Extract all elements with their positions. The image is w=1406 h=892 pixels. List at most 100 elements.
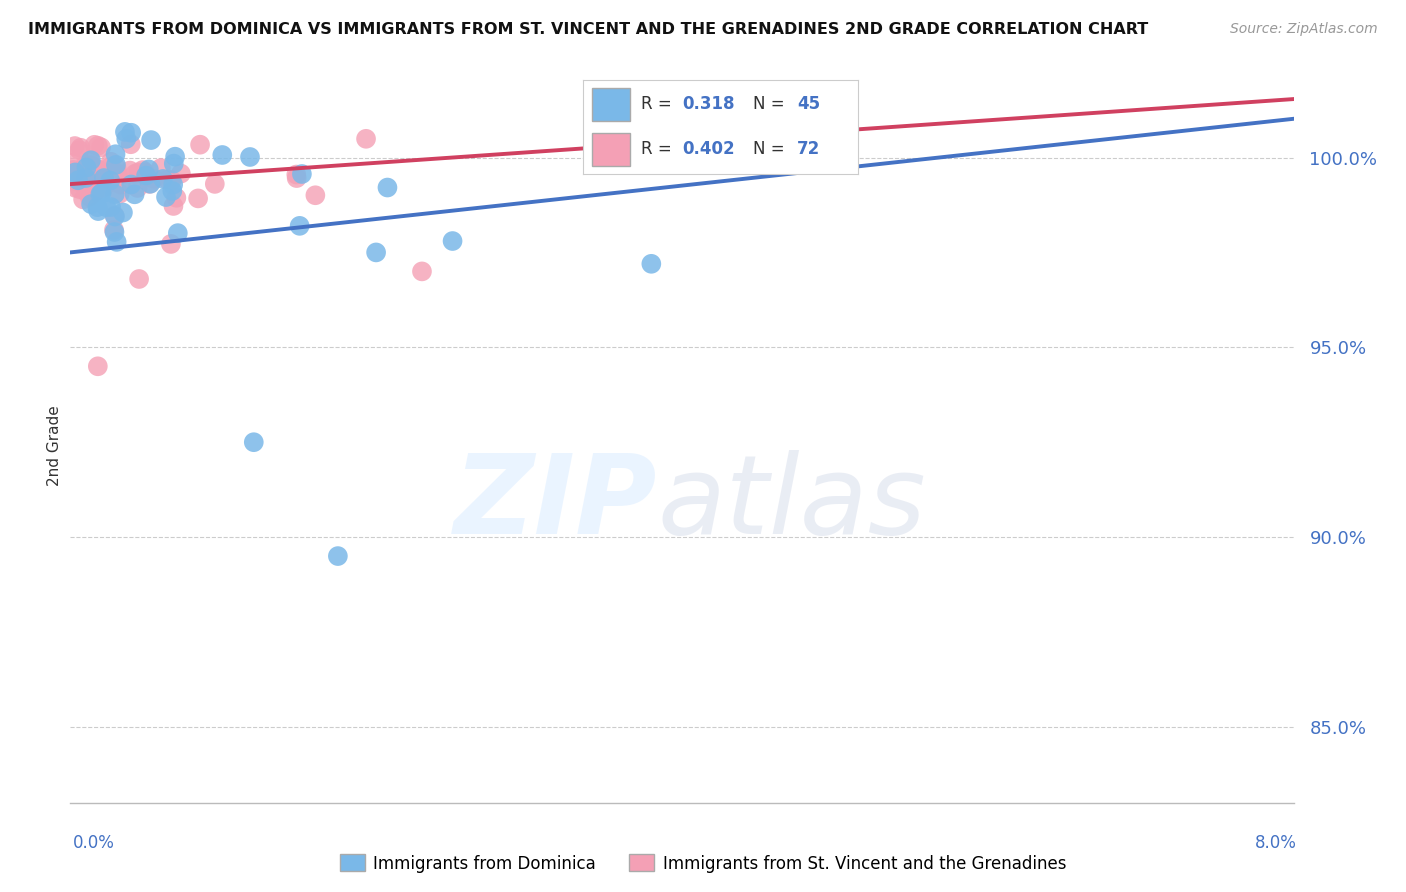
- Point: [80, 197, 103, 211]
- Point: [104, 187, 127, 202]
- Point: [304, 188, 326, 202]
- Point: [104, 210, 127, 224]
- Text: N =: N =: [754, 140, 790, 158]
- Point: [62, 155, 84, 169]
- Point: [103, 225, 125, 239]
- Y-axis label: 2nd Grade: 2nd Grade: [46, 406, 62, 486]
- Point: [93, 171, 115, 186]
- Point: [377, 180, 399, 194]
- Point: [354, 132, 377, 146]
- Point: [79, 174, 101, 188]
- Point: [75, 158, 97, 172]
- Text: 0.402: 0.402: [682, 140, 735, 158]
- Text: IMMIGRANTS FROM DOMINICA VS IMMIGRANTS FROM ST. VINCENT AND THE GRENADINES 2ND G: IMMIGRANTS FROM DOMINICA VS IMMIGRANTS F…: [28, 22, 1149, 37]
- Point: [134, 165, 156, 179]
- Point: [149, 161, 172, 175]
- Text: 72: 72: [797, 140, 821, 158]
- Point: [105, 235, 128, 249]
- Point: [72, 193, 94, 207]
- Point: [69, 175, 91, 189]
- Point: [108, 186, 131, 201]
- Legend: Immigrants from Dominica, Immigrants from St. Vincent and the Grenadines: Immigrants from Dominica, Immigrants fro…: [333, 847, 1073, 880]
- Point: [127, 181, 149, 195]
- Point: [87, 162, 110, 177]
- Point: [114, 125, 136, 139]
- Point: [79, 168, 101, 182]
- Point: [87, 204, 110, 219]
- Point: [640, 257, 662, 271]
- Point: [65, 165, 87, 179]
- Point: [87, 162, 110, 177]
- Point: [100, 154, 122, 169]
- Point: [187, 191, 209, 205]
- Point: [120, 178, 142, 192]
- Point: [411, 264, 433, 278]
- Point: [166, 226, 188, 240]
- Point: [93, 166, 115, 180]
- Point: [118, 163, 141, 178]
- Point: [135, 169, 157, 183]
- Point: [103, 173, 125, 187]
- Point: [65, 174, 87, 188]
- Point: [115, 132, 138, 146]
- Point: [239, 150, 262, 164]
- Point: [162, 199, 184, 213]
- FancyBboxPatch shape: [592, 87, 630, 121]
- Point: [98, 173, 121, 187]
- Point: [155, 190, 177, 204]
- Point: [105, 168, 128, 182]
- Text: 0.318: 0.318: [682, 95, 735, 113]
- Point: [104, 209, 127, 223]
- Point: [63, 139, 86, 153]
- Point: [285, 171, 308, 186]
- Point: [79, 153, 101, 168]
- Text: atlas: atlas: [658, 450, 927, 557]
- Point: [160, 173, 183, 187]
- Point: [127, 165, 149, 179]
- Point: [138, 177, 160, 191]
- Point: [163, 156, 186, 170]
- Point: [82, 169, 104, 183]
- Point: [131, 163, 153, 178]
- Point: [120, 137, 142, 152]
- Point: [86, 200, 108, 214]
- Point: [86, 166, 108, 180]
- Point: [138, 162, 160, 177]
- Point: [76, 161, 98, 175]
- Point: [326, 549, 349, 563]
- Point: [75, 171, 97, 186]
- Point: [285, 168, 308, 182]
- Point: [80, 164, 103, 178]
- Text: N =: N =: [754, 95, 790, 113]
- Point: [69, 182, 91, 196]
- Point: [156, 172, 179, 186]
- Point: [100, 175, 122, 189]
- Point: [62, 172, 84, 186]
- Point: [79, 190, 101, 204]
- Point: [136, 170, 159, 185]
- Point: [139, 133, 162, 147]
- Point: [76, 185, 98, 199]
- Text: R =: R =: [641, 95, 678, 113]
- Point: [87, 359, 110, 374]
- Text: ZIP: ZIP: [454, 450, 658, 557]
- Point: [69, 141, 91, 155]
- Point: [98, 160, 121, 174]
- Point: [66, 167, 89, 181]
- Point: [90, 140, 112, 154]
- Point: [87, 138, 110, 153]
- Point: [124, 187, 146, 202]
- Point: [104, 158, 127, 172]
- Point: [441, 234, 464, 248]
- Point: [83, 180, 105, 194]
- Point: [77, 177, 100, 191]
- Point: [243, 435, 266, 450]
- Point: [107, 167, 129, 181]
- Point: [188, 137, 211, 152]
- Text: 45: 45: [797, 95, 821, 113]
- Point: [288, 219, 311, 233]
- Point: [124, 167, 146, 181]
- Point: [83, 137, 105, 152]
- Point: [103, 223, 125, 237]
- Point: [72, 177, 94, 191]
